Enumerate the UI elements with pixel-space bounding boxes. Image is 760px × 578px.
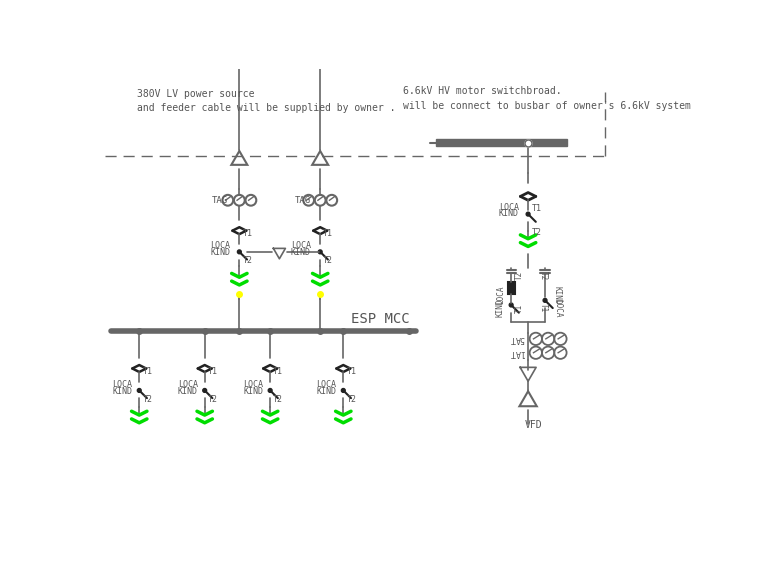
Text: KIND: KIND [291, 248, 311, 257]
Text: LOCA: LOCA [210, 241, 230, 250]
Text: KIND: KIND [210, 248, 230, 257]
Text: T1: T1 [274, 367, 283, 376]
Text: T1: T1 [142, 367, 152, 376]
Circle shape [509, 303, 513, 307]
Text: LOCA: LOCA [112, 380, 132, 388]
Text: T1: T1 [515, 303, 524, 313]
Text: 380V LV power source
and feeder cable will be supplied by owner .: 380V LV power source and feeder cable wi… [137, 88, 395, 113]
Circle shape [543, 298, 547, 302]
Text: T1: T1 [539, 303, 548, 313]
Text: T2: T2 [532, 228, 542, 237]
Polygon shape [312, 151, 328, 165]
Circle shape [138, 388, 141, 392]
Text: KIND: KIND [112, 387, 132, 395]
Text: KIND: KIND [496, 299, 505, 317]
Text: KIND: KIND [553, 286, 562, 304]
Text: KIND: KIND [499, 209, 519, 218]
Text: T1: T1 [323, 229, 334, 239]
Text: LOCA: LOCA [316, 380, 337, 388]
Circle shape [268, 388, 272, 392]
Text: LOCA: LOCA [291, 241, 311, 250]
Bar [435, 139, 567, 146]
Text: T2: T2 [323, 257, 334, 265]
Circle shape [318, 250, 322, 254]
Text: LOCA: LOCA [178, 380, 198, 388]
Text: T1: T1 [207, 367, 218, 376]
Text: T2: T2 [347, 395, 356, 404]
Text: T2: T2 [207, 395, 218, 404]
Polygon shape [519, 391, 537, 406]
Text: T2: T2 [515, 271, 524, 280]
Text: KIND: KIND [316, 387, 337, 395]
Text: T1: T1 [242, 229, 252, 239]
Text: TAG: TAG [212, 196, 228, 205]
Text: 1AT: 1AT [509, 348, 524, 357]
Circle shape [237, 250, 241, 254]
Text: KIND: KIND [243, 387, 263, 395]
Text: LOCA: LOCA [553, 299, 562, 317]
Text: ESP MCC: ESP MCC [351, 313, 410, 327]
Text: 5AT: 5AT [509, 334, 524, 343]
Circle shape [341, 388, 345, 392]
Circle shape [526, 212, 530, 216]
Text: LOCA: LOCA [243, 380, 263, 388]
Text: TAG: TAG [295, 196, 311, 205]
Text: LOCA: LOCA [496, 286, 505, 304]
Text: T2: T2 [539, 271, 548, 280]
Text: T2: T2 [142, 395, 152, 404]
Circle shape [203, 388, 207, 392]
Text: T1: T1 [347, 367, 356, 376]
Text: T2: T2 [242, 257, 252, 265]
Text: T2: T2 [274, 395, 283, 404]
Text: 6.6kV HV motor switchbroad.
will be connect to busbar of owner's 6.6kV system: 6.6kV HV motor switchbroad. will be conn… [404, 86, 692, 111]
Text: T1: T1 [532, 204, 542, 213]
Text: KIND: KIND [178, 387, 198, 395]
Text: VFD: VFD [524, 420, 542, 430]
Polygon shape [231, 151, 247, 165]
Text: LOCA: LOCA [499, 202, 519, 212]
Bar [508, 282, 515, 294]
